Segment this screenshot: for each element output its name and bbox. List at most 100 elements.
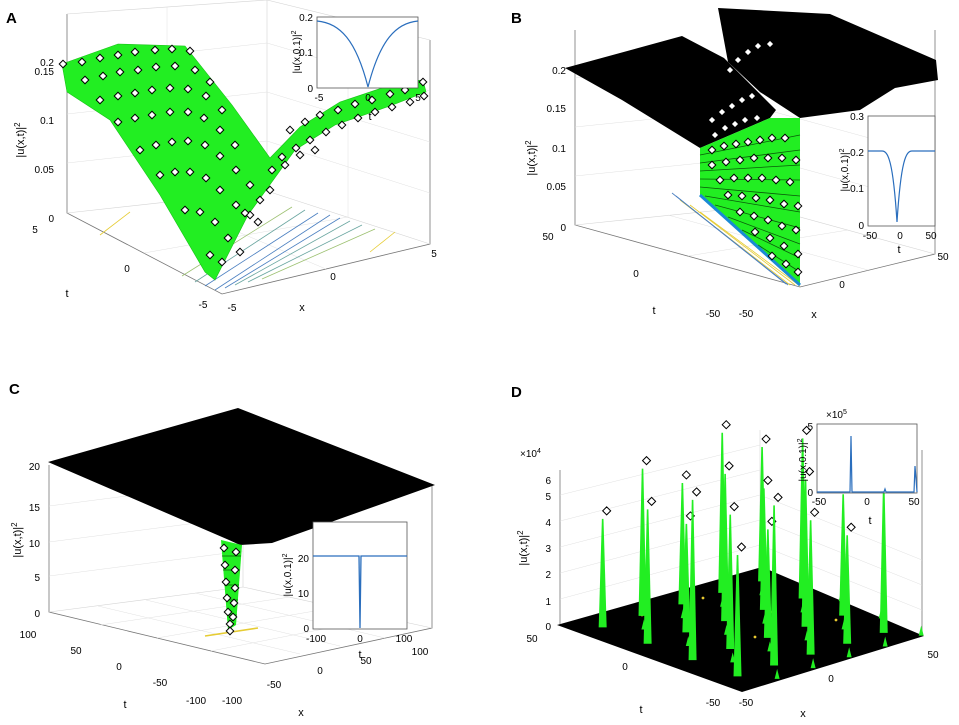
panel-a-xtick-2: 5 — [431, 249, 437, 260]
panel-d-peak — [721, 473, 730, 622]
panel-d-inset-ylabel: |u(x,0.1)|2 — [797, 438, 809, 481]
panel-c-inset-xtick-1: 0 — [357, 634, 363, 645]
panel-d-peak-marker — [763, 475, 773, 486]
panel-d-inset-line — [817, 435, 918, 493]
panel-b-xtick-0: -50 — [739, 309, 754, 320]
panel-b-ttick-1: 0 — [633, 269, 639, 280]
panel-b: B — [511, 8, 949, 321]
panel-c-inset-ytick-3: 30 — [298, 519, 310, 530]
panel-c-xtick-2: 0 — [317, 666, 323, 677]
panel-d-inset-xtick-1: 0 — [864, 497, 870, 508]
panel-d-floor — [557, 567, 924, 692]
panel-d-peak-marker — [691, 487, 702, 497]
panel-d-inset: 0 5 -50 0 50 t ×105 |u(x,0.1)|2 — [797, 409, 920, 527]
panel-a-xtick-1: 0 — [330, 272, 336, 283]
panel-a-ttick-1: 0 — [124, 264, 130, 275]
panel-d-small-peak — [810, 658, 816, 669]
panel-d-inset-ytick-0: 0 — [807, 488, 813, 499]
panel-d-tlabel: t — [639, 704, 642, 716]
panel-a-inset-ytick-1: 0.1 — [299, 48, 313, 59]
panel-c-ztick-1: 5 — [34, 573, 40, 584]
panel-d-ztick-1: 1 — [545, 597, 551, 608]
panel-c-inset-ytick-2: 20 — [298, 554, 310, 565]
panel-d-peak-marker — [804, 466, 815, 477]
panel-d-peak — [806, 520, 815, 655]
panel-c-inset-xtick-2: 100 — [396, 634, 413, 645]
panel-c-inset-ylabel: |u(x,0.1)|2 — [282, 553, 294, 596]
panel-b-xtick-1: 0 — [839, 280, 845, 291]
panel-a-inset-ytick-2: 0.2 — [299, 13, 313, 24]
panel-d-peak-marker — [773, 492, 783, 503]
panel-c-zlabel: |u(x,t)|2 — [10, 522, 24, 558]
panel-d-peak-marker — [809, 507, 820, 517]
panel-d-small-peak — [846, 647, 852, 658]
panel-c-ztick-4: 20 — [29, 462, 41, 473]
panel-d-ztick-2: 2 — [545, 570, 551, 581]
panel-a-inset-xtick-2: 5 — [415, 93, 421, 104]
panel-c-inset: 0 10 20 30 -100 0 100 t |u(x,0.1)|2 — [282, 519, 413, 661]
panel-c-ticks: 0 5 10 15 20 100 50 0 -50 -100 -100 -50 … — [10, 462, 429, 719]
panel-c-ztick-0: 0 — [34, 609, 40, 620]
panel-d-peak-marker — [801, 425, 812, 436]
panel-a-inset-line — [316, 20, 419, 88]
panel-c-xtick-1: -50 — [267, 680, 282, 691]
panel-d-peak — [726, 514, 735, 649]
panel-d: D 0 5 -50 0 — [511, 384, 939, 720]
panel-c-xtick-4: 100 — [412, 647, 429, 658]
panel-b-ttick-0: 50 — [542, 232, 554, 243]
panel-d-peaks — [598, 420, 924, 679]
panel-d-ticks: ×104 0 1 2 3 4 5 6 50 0 -50 -50 0 50 t x… — [516, 448, 939, 720]
panel-c-ztick-2: 10 — [29, 539, 41, 550]
panel-d-peak-marker — [641, 455, 652, 466]
panel-b-inset-line — [868, 150, 935, 223]
panel-d-xtick-1: 0 — [828, 674, 834, 685]
panel-d-ztick-3: 3 — [545, 544, 551, 555]
panel-d-multiplier: ×104 — [520, 448, 541, 460]
panel-c-inset-ytick-0: 0 — [303, 624, 309, 635]
panel-b-inset-ytick-3: 0.3 — [850, 112, 864, 123]
panel-b-inset: 0 0.1 0.2 0.3 -50 0 50 t |u(x,0.1)|2 — [839, 112, 937, 256]
panel-a-ttick-0: 5 — [32, 225, 38, 236]
panel-b-inset-xtick-2: 50 — [925, 231, 937, 242]
panel-c-xlabel: x — [298, 707, 304, 719]
panel-a-xlabel: x — [299, 302, 305, 314]
panel-d-small-peak — [774, 668, 780, 679]
panel-b-inset-xtick-0: -50 — [863, 231, 878, 242]
panel-c-inset-ytick-1: 10 — [298, 589, 310, 600]
panel-d-inset-xlabel: t — [868, 515, 871, 527]
panel-d-ztick-4: 4 — [545, 518, 551, 529]
panel-a-inset-xlabel: t — [368, 111, 371, 123]
panel-a-ztick-1: 0.05 — [35, 165, 55, 176]
panel-b-ttick-2: -50 — [706, 309, 721, 320]
panel-b-inset-ytick-2: 0.2 — [850, 148, 864, 159]
panel-c-ttick-0: 100 — [20, 630, 37, 641]
panel-d-peak — [770, 505, 779, 666]
panel-b-tlabel: t — [652, 305, 655, 317]
panel-d-inset-xtick-2: 50 — [908, 497, 920, 508]
panel-d-peak — [879, 485, 888, 633]
panel-d-ttick-2: -50 — [706, 698, 721, 709]
panel-a-ttick-2: -5 — [199, 300, 208, 311]
panel-d-peak-marker — [761, 434, 771, 444]
panel-a-ticks: 0 0.05 0.1 0.15 0.2 5 0 -5 -5 0 5 t x |u… — [13, 58, 437, 314]
panel-d-ttick-1: 0 — [622, 662, 628, 673]
panel-d-peak — [733, 555, 742, 677]
panel-d-small-peak — [882, 636, 888, 647]
panel-a-inset-ylabel: |u(x,0.1)|2 — [291, 30, 303, 73]
panel-a-inset-xtick-0: -5 — [315, 93, 324, 104]
panel-d-peak — [682, 523, 691, 633]
panel-d-peak-marker — [846, 522, 856, 532]
panel-b-ticks: 0 0.05 0.1 0.15 0.2 50 0 -50 -50 0 50 t … — [524, 66, 949, 321]
panel-c-ttick-1: 50 — [70, 646, 82, 657]
panel-letter-d: D — [511, 384, 522, 401]
panel-a: A — [6, 0, 437, 314]
panel-d-peak — [643, 509, 652, 644]
panel-d-inset-xtick-0: -50 — [812, 497, 827, 508]
panel-c-ztick-3: 15 — [29, 503, 41, 514]
panel-d-xtick-0: -50 — [739, 698, 754, 709]
panel-c-ttick-4: -100 — [186, 696, 206, 707]
panel-d-peak-marker — [601, 506, 612, 516]
panel-c: C — [9, 381, 435, 719]
panel-d-ttick-0: 50 — [526, 634, 538, 645]
